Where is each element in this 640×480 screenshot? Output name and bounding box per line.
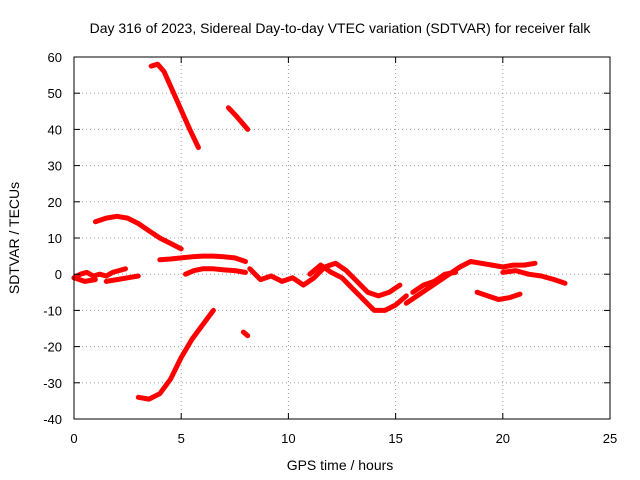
data-series-arc9 bbox=[135, 307, 216, 402]
data-series-arc16 bbox=[500, 268, 568, 286]
y-tick-label: -30 bbox=[43, 376, 62, 391]
chart-title: Day 316 of 2023, Sidereal Day-to-day VTE… bbox=[90, 20, 592, 36]
data-series-arc14 bbox=[410, 269, 459, 295]
x-tick-label: 15 bbox=[388, 431, 402, 446]
x-tick-label: 5 bbox=[178, 431, 185, 446]
y-tick-label: 50 bbox=[48, 86, 62, 101]
x-tick-label: 10 bbox=[281, 431, 295, 446]
data-series-arc4 bbox=[157, 253, 248, 264]
data-series-arc13 bbox=[403, 259, 538, 306]
y-tick-label: 40 bbox=[48, 122, 62, 137]
y-tick-label: 60 bbox=[48, 50, 62, 65]
x-tick-label: 25 bbox=[603, 431, 617, 446]
x-axis-label: GPS time / hours bbox=[287, 457, 394, 473]
data-traces bbox=[71, 61, 568, 402]
data-series-arc7 bbox=[71, 275, 98, 284]
data-series-arc3 bbox=[92, 213, 184, 252]
data-series-arc15 bbox=[474, 289, 523, 302]
data-series-arc1 bbox=[148, 61, 201, 150]
x-tick-label: 20 bbox=[496, 431, 510, 446]
data-series-arc6 bbox=[71, 266, 128, 281]
y-tick-label: 0 bbox=[55, 267, 62, 282]
data-series-arc2 bbox=[225, 105, 251, 132]
data-series-arc5 bbox=[183, 266, 248, 277]
grid bbox=[74, 57, 610, 419]
x-tick-label: 0 bbox=[70, 431, 77, 446]
y-tick-label: -20 bbox=[43, 340, 62, 355]
y-tick-label: -40 bbox=[43, 412, 62, 427]
y-tick-label: -10 bbox=[43, 303, 62, 318]
y-tick-label: 10 bbox=[48, 231, 62, 246]
y-axis-label: SDTVAR / TECUs bbox=[6, 182, 22, 294]
data-series-arc8 bbox=[103, 273, 141, 284]
data-series-arc12 bbox=[307, 262, 409, 313]
y-tick-label: 30 bbox=[48, 159, 62, 174]
axis-ticks: 0 5 10 15 20 25 -40 -30 -20 -10 0 10 20 30 40 50 60 bbox=[43, 50, 617, 446]
data-series-arc10 bbox=[240, 329, 251, 339]
y-tick-label: 20 bbox=[48, 195, 62, 210]
